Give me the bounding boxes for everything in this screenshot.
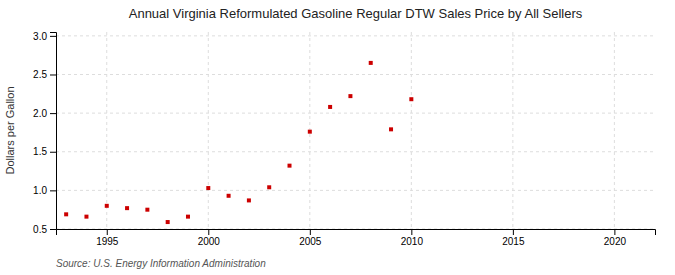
x-tick: 2005 [299, 229, 322, 247]
y-tick: 2.0 [33, 108, 56, 119]
x-tick: 2020 [604, 229, 627, 247]
x-tick: 1995 [96, 229, 119, 247]
point [125, 206, 129, 210]
y-tick-mark [50, 152, 56, 153]
point [389, 127, 393, 131]
grid-line-x [208, 32, 209, 229]
point [206, 186, 210, 190]
x-tick-mark [513, 229, 514, 235]
y-tick-label: 2.5 [33, 69, 47, 80]
y-tick-mark [50, 113, 56, 114]
grid-line-y [56, 113, 655, 114]
x-tick-label: 1995 [96, 236, 119, 247]
x-axis: 1995 2000 2005 2010 2015 2020 [57, 229, 656, 247]
y-axis-title: Dollars per Gallon [4, 86, 16, 174]
x-tick-mark [310, 229, 311, 235]
grid-line-y [56, 190, 655, 191]
point [369, 61, 373, 65]
y-tick-mark [50, 190, 56, 191]
y-tick-mark [50, 36, 56, 37]
y-tick-label: 1.0 [33, 185, 47, 196]
y-tick: 3.0 [33, 31, 56, 42]
point [267, 185, 271, 189]
grid [56, 32, 655, 229]
point [145, 208, 149, 212]
grid-line-y [56, 35, 655, 36]
plot: 1995 2000 2005 2010 2015 2020 0.5 1.0 1.5 2.0 2.5 3… [33, 31, 655, 248]
grid-line-x [614, 32, 615, 229]
x-tick-label: 2010 [401, 236, 424, 247]
title: Annual Virginia Reformulated Gasoline Re… [129, 6, 583, 21]
x-tick-mark [614, 229, 615, 235]
y-tick: 0.5 [33, 224, 56, 235]
x-axis-line [57, 230, 656, 236]
point [166, 220, 170, 224]
grid-line-y [56, 74, 655, 75]
x-tick: 2010 [401, 229, 424, 247]
y-tick: 1.0 [33, 185, 56, 196]
x-tick: 2015 [502, 229, 525, 247]
y-tick-label: 3.0 [33, 31, 47, 42]
chart: 1995 2000 2005 2010 2015 2020 0.5 1.0 1.5 2.0 2.5 3… [0, 0, 675, 275]
points [64, 61, 413, 224]
grid-line-x [512, 32, 513, 229]
y-tick: 2.5 [33, 69, 56, 80]
x-tick-mark [208, 229, 209, 235]
point [227, 194, 231, 198]
grid-line-y [56, 151, 655, 152]
x-tick-label: 2000 [198, 236, 221, 247]
y-axis-line [50, 33, 57, 230]
y-tick-mark [50, 229, 56, 230]
x-tick-label: 2020 [604, 236, 627, 247]
point [308, 130, 312, 134]
y-tick-label: 2.0 [33, 108, 47, 119]
y-axis: 0.5 1.0 1.5 2.0 2.5 3.0 [33, 31, 56, 235]
x-tick-mark [411, 229, 412, 235]
y-tick-label: 0.5 [33, 224, 47, 235]
annotation: Source: U.S. Energy Information Administ… [56, 258, 266, 269]
point [348, 94, 352, 98]
y-tick: 1.5 [33, 146, 56, 157]
x-tick: 2000 [198, 229, 221, 247]
y-tick-label: 1.5 [33, 146, 47, 157]
grid-line-x [411, 32, 412, 229]
point [288, 164, 292, 168]
point [409, 97, 413, 101]
y-tick-mark [50, 74, 56, 75]
point [328, 105, 332, 109]
x-tick-mark [107, 229, 108, 235]
point [186, 215, 190, 219]
x-tick-label: 2005 [299, 236, 322, 247]
point [105, 204, 109, 208]
point [84, 215, 88, 219]
x-tick-label: 2015 [502, 236, 525, 247]
point [64, 212, 68, 216]
point [247, 198, 251, 202]
grid-line-x [106, 32, 107, 229]
